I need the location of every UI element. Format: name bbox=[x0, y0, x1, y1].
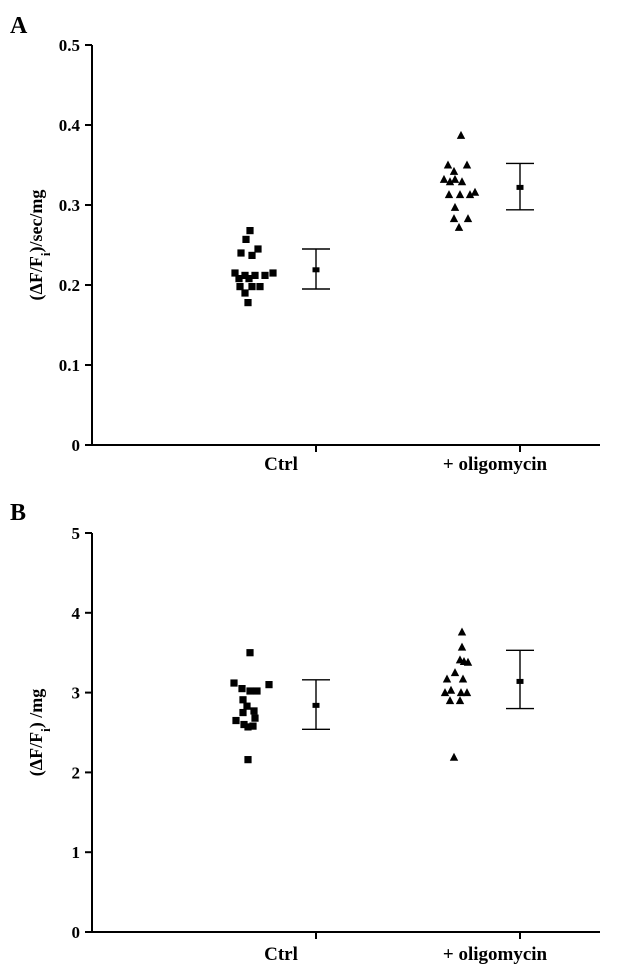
y-tick-label: 0.4 bbox=[59, 116, 81, 135]
data-point-square bbox=[244, 723, 252, 731]
mean-marker bbox=[516, 678, 524, 684]
data-point-square bbox=[253, 687, 261, 695]
data-point-triangle bbox=[455, 696, 465, 705]
category-label: + oligomycin bbox=[443, 944, 548, 965]
data-point-square bbox=[244, 299, 252, 307]
data-point-triangle bbox=[458, 674, 468, 683]
data-point-square bbox=[235, 275, 243, 283]
data-point-square bbox=[232, 716, 240, 725]
data-point-square bbox=[241, 289, 249, 297]
y-tick-label: 5 bbox=[72, 524, 81, 543]
data-point-triangle bbox=[463, 214, 473, 223]
data-point-square bbox=[248, 283, 256, 291]
data-point-square bbox=[243, 702, 251, 710]
data-point-square bbox=[265, 681, 273, 689]
data-point-triangle bbox=[463, 657, 473, 666]
data-point-triangle bbox=[462, 688, 472, 697]
y-axis-label: (ΔF/Fi)/sec/mg bbox=[26, 190, 53, 301]
mean-marker bbox=[516, 184, 524, 190]
data-point-triangle bbox=[456, 688, 466, 697]
data-point-triangle bbox=[442, 674, 452, 683]
data-point-triangle bbox=[450, 668, 460, 677]
y-tick-label: 1 bbox=[72, 843, 81, 862]
data-point-square bbox=[248, 251, 256, 259]
data-point-triangle bbox=[439, 174, 449, 183]
y-axis-label: (ΔF/Fi) /mg bbox=[26, 689, 53, 776]
mean-marker bbox=[312, 267, 320, 273]
data-point-triangle bbox=[457, 177, 467, 186]
data-point-square bbox=[246, 687, 254, 695]
data-point-square bbox=[244, 756, 252, 764]
y-tick-label: 0.2 bbox=[59, 276, 80, 295]
y-tick-label: 0.3 bbox=[59, 196, 80, 215]
data-point-square bbox=[254, 245, 262, 253]
category-label: + oligomycin bbox=[443, 454, 548, 475]
data-point-square bbox=[256, 283, 264, 291]
data-point-triangle bbox=[450, 202, 460, 211]
data-point-square bbox=[241, 271, 249, 279]
category-label: Ctrl bbox=[264, 454, 298, 475]
data-point-triangle bbox=[446, 685, 456, 694]
y-tick-label: 3 bbox=[72, 684, 81, 703]
data-point-triangle bbox=[457, 627, 467, 636]
data-point-square bbox=[246, 227, 254, 235]
category-label: Ctrl bbox=[264, 944, 298, 965]
data-point-triangle bbox=[443, 160, 453, 169]
y-tick-label: 2 bbox=[72, 763, 81, 782]
data-point-square bbox=[245, 275, 253, 283]
data-point-triangle bbox=[444, 190, 454, 199]
data-point-square bbox=[237, 249, 245, 257]
data-point-triangle bbox=[465, 190, 475, 199]
y-tick-label: 4 bbox=[72, 604, 81, 623]
data-point-triangle bbox=[454, 222, 464, 231]
y-tick-label: 0.1 bbox=[59, 356, 80, 375]
data-point-square bbox=[269, 269, 277, 277]
data-point-square bbox=[250, 707, 258, 715]
data-point-triangle bbox=[440, 688, 450, 697]
data-point-square bbox=[240, 720, 248, 729]
panel-label: A bbox=[10, 13, 28, 39]
data-point-triangle bbox=[449, 752, 459, 761]
data-point-triangle bbox=[470, 187, 480, 196]
y-tick-label: 0 bbox=[72, 436, 81, 455]
data-point-triangle bbox=[462, 160, 472, 169]
data-point-triangle bbox=[445, 177, 455, 186]
data-point-square bbox=[251, 714, 259, 722]
data-point-square bbox=[238, 685, 246, 693]
data-point-square bbox=[231, 269, 239, 277]
panel-label: B bbox=[10, 500, 26, 526]
data-point-triangle bbox=[455, 190, 465, 199]
data-point-square bbox=[230, 679, 238, 687]
data-point-square bbox=[236, 283, 244, 291]
data-point-triangle bbox=[449, 214, 459, 223]
mean-marker bbox=[312, 702, 320, 708]
data-point-square bbox=[239, 708, 247, 717]
data-point-triangle bbox=[450, 174, 460, 183]
data-point-triangle bbox=[449, 166, 459, 175]
data-point-triangle bbox=[445, 696, 455, 705]
data-point-triangle bbox=[457, 642, 467, 651]
data-point-square bbox=[251, 271, 259, 279]
y-tick-label: 0 bbox=[72, 923, 81, 942]
panel-b: B 0 1 2 3 4 5 Ctrl + oligomycin (ΔF/Fi) /mg bbox=[10, 500, 600, 965]
data-point-square bbox=[261, 271, 269, 279]
y-tick-label: 0.5 bbox=[59, 36, 80, 55]
data-point-square bbox=[239, 696, 247, 704]
data-point-square bbox=[242, 235, 250, 243]
data-point-square bbox=[249, 722, 257, 730]
data-point-triangle bbox=[456, 130, 466, 139]
panel-a: A 0 0.1 0.2 0.3 0.4 0.5 Ctrl + oligomycin (ΔF/Fi)… bbox=[10, 13, 600, 475]
data-point-square bbox=[246, 649, 254, 657]
